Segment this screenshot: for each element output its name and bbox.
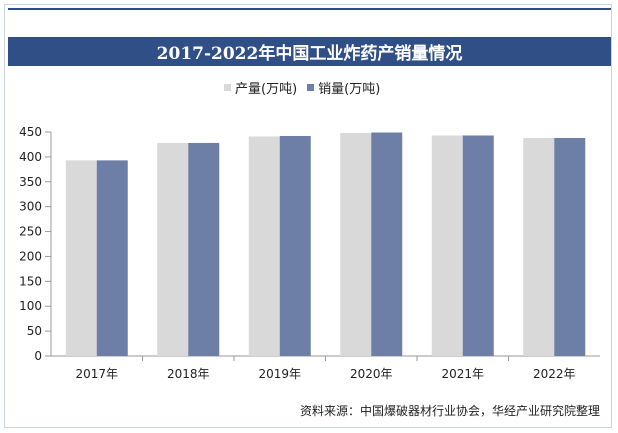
y-tick-label: 200 (19, 249, 42, 263)
top-rule (8, 8, 611, 10)
bar-sales (279, 135, 311, 356)
legend: 产量(万吨) 销量(万吨) (224, 78, 390, 97)
y-tick-label: 50 (27, 324, 42, 338)
y-tick-label: 100 (19, 299, 42, 313)
x-tick-label: 2021年 (441, 367, 484, 381)
y-tick-label: 350 (19, 175, 42, 189)
chart-title-bar: 2017-2022年中国工业炸药产销量情况 (8, 37, 611, 66)
bar-sales (462, 135, 494, 356)
legend-item-sales: 销量(万吨) (307, 78, 380, 97)
bar-production (340, 132, 372, 356)
legend-label-sales: 销量(万吨) (318, 81, 381, 97)
bar-sales (96, 160, 128, 356)
legend-item-production: 产量(万吨) (224, 78, 297, 97)
x-tick-label: 2020年 (350, 367, 393, 381)
bar-production (431, 135, 463, 356)
x-tick-label: 2017年 (75, 367, 118, 381)
bar-sales (188, 142, 220, 356)
x-tick-label: 2018年 (167, 367, 210, 381)
x-tick-label: 2022年 (533, 367, 576, 381)
y-tick-label: 0 (34, 349, 42, 363)
legend-label-production: 产量(万吨) (235, 81, 298, 97)
y-tick-label: 150 (19, 274, 42, 288)
bar-production (523, 137, 555, 356)
y-tick-label: 450 (19, 125, 42, 139)
y-tick-label: 300 (19, 200, 42, 214)
bar-production (248, 136, 280, 356)
legend-swatch-production (224, 83, 231, 91)
x-tick-label: 2019年 (258, 367, 301, 381)
chart-title: 2017-2022年中国工业炸药产销量情况 (156, 44, 463, 64)
y-tick-label: 250 (19, 225, 42, 239)
legend-swatch-sales (307, 83, 315, 91)
bar-sales (371, 132, 403, 356)
bar-production (65, 160, 97, 356)
bar-sales (554, 137, 586, 356)
bar-production (157, 142, 189, 356)
y-tick-label: 400 (19, 150, 42, 164)
source-note: 资料来源：中国爆破器材行业协会，华经产业研究院整理 (299, 404, 600, 418)
